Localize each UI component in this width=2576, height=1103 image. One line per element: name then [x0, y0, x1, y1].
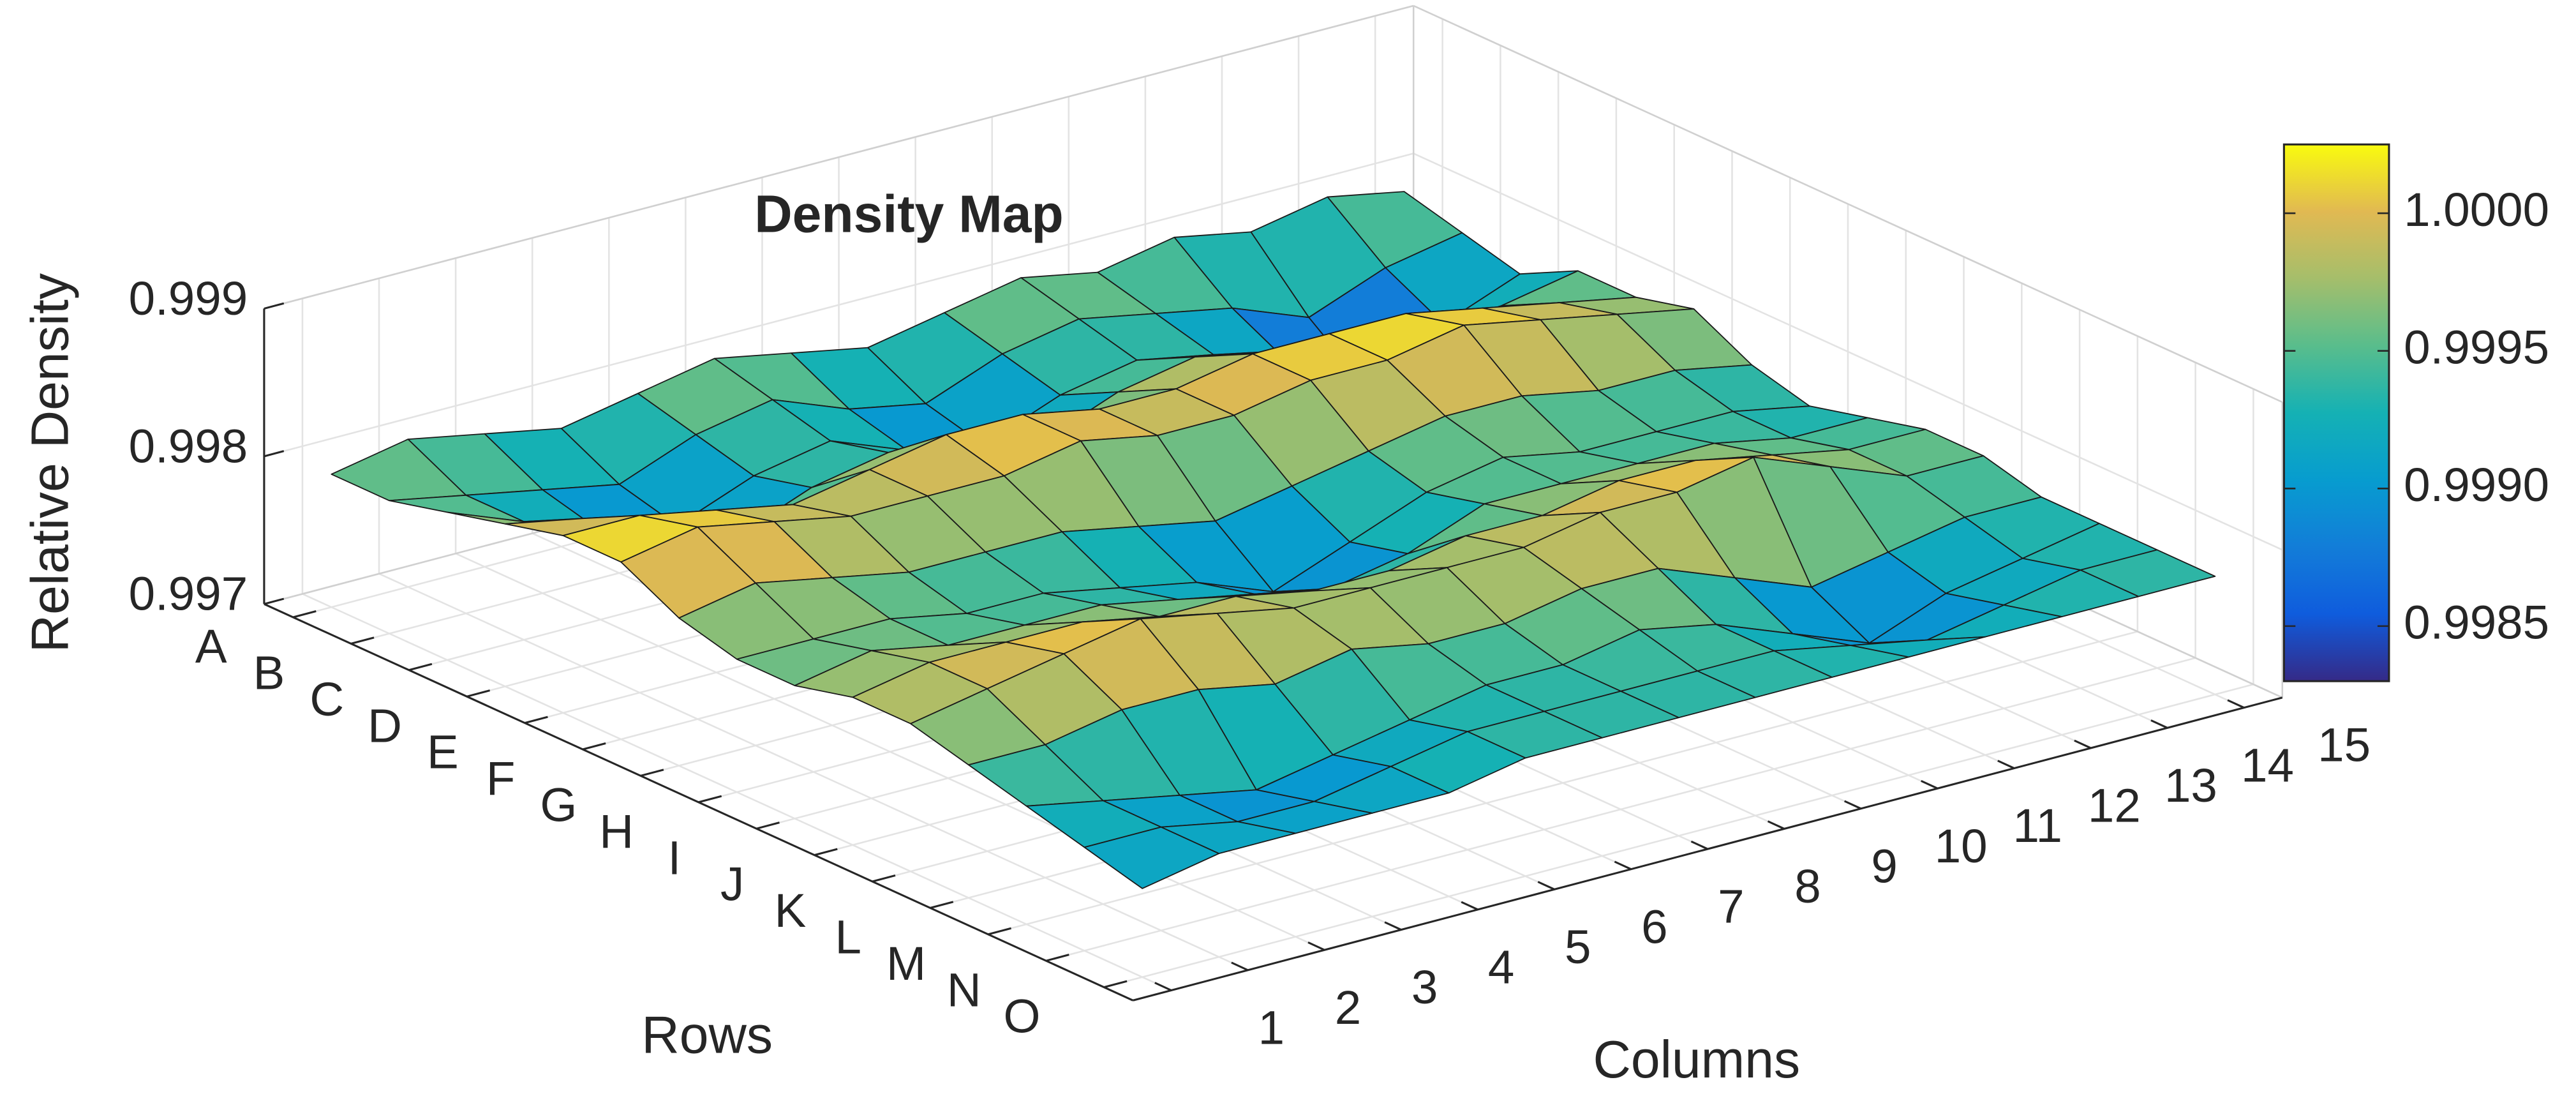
x-tick-label: 4 [1488, 940, 1514, 994]
x-tick [2074, 739, 2092, 749]
x-tick-label: 14 [2241, 738, 2294, 792]
y-tick [1045, 954, 1069, 962]
y-tick [582, 742, 606, 751]
x-tick-label: 3 [1411, 960, 1438, 1014]
x-tick-label: 8 [1794, 859, 1820, 913]
x-axis-label: Columns [1593, 1031, 1800, 1089]
y-tick-label: F [486, 751, 516, 805]
y-tick [930, 901, 954, 909]
surface [331, 191, 2216, 889]
y-tick-label: C [309, 672, 344, 726]
y-tick [1103, 980, 1128, 989]
z-tick-label: 0.998 [129, 419, 248, 472]
y-tick [408, 663, 433, 672]
x-tick-label: 5 [1565, 920, 1591, 973]
y-tick-label: N [947, 963, 981, 1016]
wall-grid-line [1413, 153, 2283, 551]
y-tick-label: I [668, 830, 681, 884]
x-tick-label: 9 [1871, 839, 1897, 892]
x-tick [2150, 719, 2168, 729]
colorbar-tick-label: 0.9990 [2404, 458, 2549, 511]
x-tick-label: 7 [1718, 880, 1744, 933]
x-tick [1997, 760, 2015, 769]
y-tick-label: E [427, 725, 459, 779]
x-tick [1537, 881, 1555, 890]
y-tick-label: J [720, 857, 744, 911]
y-tick [698, 795, 722, 804]
x-tick [1614, 860, 1632, 871]
x-tick [1231, 961, 1249, 972]
x-tick [1384, 921, 1402, 931]
z-tick-label: 0.999 [129, 271, 248, 325]
x-tick [1921, 779, 1939, 790]
floor-grid-line [988, 631, 2138, 936]
y-tick-label: O [1004, 989, 1041, 1043]
y-tick [525, 716, 548, 724]
z-tick-label: 0.997 [129, 567, 248, 620]
y-tick-label: M [886, 936, 926, 990]
z-tick [264, 302, 285, 310]
floor-grid-line [1046, 657, 2196, 962]
x-tick [2227, 699, 2245, 709]
colorbar-tick-label: 0.9995 [2404, 320, 2549, 373]
y-tick [814, 848, 838, 857]
box-edge [264, 4, 1414, 310]
y-tick [988, 927, 1011, 936]
z-tick [264, 450, 285, 458]
y-tick-label: L [835, 910, 861, 964]
y-tick-label: D [368, 698, 402, 752]
x-tick-label: 2 [1335, 980, 1361, 1034]
y-tick-label: K [775, 883, 807, 937]
colorbar-tick-label: 1.0000 [2404, 183, 2549, 236]
surface-face [1083, 826, 1220, 889]
x-tick-label: 1 [1258, 1000, 1284, 1054]
x-tick-label: 12 [2088, 779, 2141, 832]
y-tick-label: H [599, 804, 634, 858]
y-tick [872, 874, 896, 883]
x-tick-label: 13 [2164, 758, 2217, 812]
x-tick [1154, 982, 1172, 991]
x-tick [1461, 901, 1478, 911]
x-tick [1767, 820, 1785, 830]
x-tick [1843, 800, 1861, 810]
x-tick-label: 15 [2318, 718, 2371, 772]
annotations: Density Map Rows Columns Relative Densit… [22, 143, 2549, 1089]
y-tick-label: G [540, 778, 577, 832]
y-tick-label: B [253, 646, 285, 700]
chart-title: Density Map [754, 186, 1064, 244]
z-axis-label: Relative Density [22, 273, 80, 652]
x-tick-label: 11 [2013, 799, 2062, 852]
x-tick [1690, 840, 1708, 850]
y-axis-label: Rows [641, 1006, 773, 1064]
x-tick-label: 10 [1935, 819, 1988, 873]
y-tick-label: A [195, 619, 227, 673]
y-tick [640, 769, 664, 777]
y-tick [292, 610, 316, 619]
y-tick [756, 822, 780, 830]
colorbar [2282, 143, 2390, 682]
wall-grid-line [264, 153, 1414, 458]
y-tick [466, 689, 491, 698]
x-tick [1307, 941, 1325, 951]
z-tick [264, 597, 285, 605]
colorbar-tick-label: 0.9985 [2404, 596, 2549, 649]
box-edge [1413, 4, 2283, 403]
y-tick [350, 636, 375, 645]
x-tick-label: 6 [1641, 899, 1667, 953]
floor-grid-line [1103, 683, 2254, 988]
